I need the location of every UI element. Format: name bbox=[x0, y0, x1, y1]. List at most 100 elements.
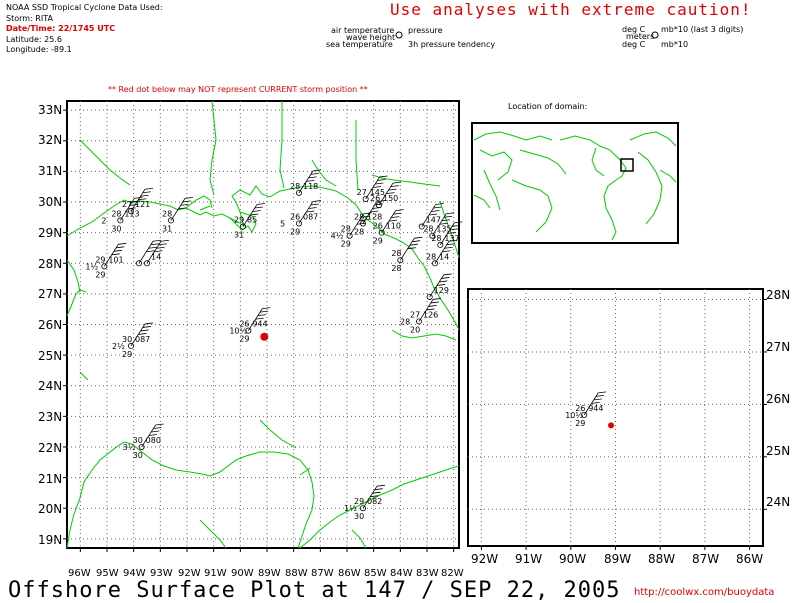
lon-label: 83W bbox=[416, 568, 439, 579]
storm-name: Storm: RITA bbox=[6, 14, 53, 23]
wind-barb bbox=[130, 323, 146, 347]
station-pressure: 14 bbox=[151, 252, 161, 261]
station-pressure: 944 bbox=[588, 404, 603, 413]
storm-position-dot bbox=[260, 332, 269, 341]
station-circle bbox=[418, 223, 425, 230]
station-sea-temperature: 29 bbox=[373, 237, 383, 246]
wind-barb-flag bbox=[409, 243, 418, 246]
wind-barb-flag bbox=[361, 215, 370, 218]
zoom-map: 26 944 10½29 bbox=[467, 288, 767, 550]
station-pressure: 944 bbox=[252, 320, 267, 329]
wind-barb bbox=[365, 176, 381, 200]
wind-barb-flag bbox=[395, 209, 404, 212]
inset-title: Location of domain: bbox=[508, 102, 588, 111]
lat-label: 31N bbox=[38, 164, 63, 178]
station-model: 14 bbox=[143, 239, 170, 267]
station-air-temperature: 28 bbox=[111, 209, 121, 218]
station-model: 29 082 1½30 bbox=[344, 484, 386, 521]
wind-barb-flag bbox=[132, 200, 141, 203]
wind-barb-flag bbox=[449, 228, 458, 231]
wind-barb-flag bbox=[444, 215, 453, 218]
wind-barb bbox=[138, 241, 154, 264]
wind-barb-flag bbox=[256, 203, 266, 205]
wind-barb-flag bbox=[412, 240, 421, 243]
station-sea-temperature: 28 bbox=[354, 227, 364, 236]
lat-label: 28N bbox=[38, 257, 63, 271]
station-circle bbox=[397, 257, 404, 264]
station-pressure: 082 bbox=[367, 497, 382, 506]
wind-barb-flag bbox=[154, 250, 163, 253]
station-circle bbox=[378, 229, 385, 236]
station-air-temperature: 29 bbox=[95, 255, 105, 264]
station-model: 147 bbox=[418, 203, 444, 230]
wind-barb-flag bbox=[138, 333, 147, 335]
wind-barb-flag bbox=[138, 198, 147, 201]
station-model: 30 087 2½29 bbox=[112, 322, 154, 359]
wind-barb-flag bbox=[446, 243, 455, 246]
wind-barb-flag bbox=[379, 175, 388, 178]
wind-barb-flag bbox=[308, 207, 317, 209]
wind-barb-flag bbox=[414, 236, 423, 239]
station-air-temperature: 29 bbox=[354, 497, 364, 506]
station-sea-temperature: 29 bbox=[341, 240, 351, 249]
lat-label: 33N bbox=[38, 103, 63, 117]
legend-pressure-tendency: 3h pressure tendency bbox=[408, 40, 496, 49]
wind-barb-flag bbox=[357, 222, 366, 225]
legend-unit-mb: mb*10 (last 3 digits) bbox=[661, 25, 744, 34]
legend-unit-meters: meters bbox=[626, 32, 655, 41]
station-circle bbox=[135, 260, 142, 267]
agency-title: NOAA SSD Tropical Cyclone Data Used: bbox=[6, 3, 163, 12]
station-circle bbox=[239, 223, 246, 230]
wind-barb-flag bbox=[160, 239, 170, 242]
wind-barb-flag bbox=[306, 179, 315, 182]
station-air-temperature: 26 bbox=[575, 404, 585, 413]
lon-label: 92W bbox=[178, 568, 201, 579]
legend-station-circle bbox=[395, 31, 403, 39]
wind-barb-flag bbox=[180, 204, 189, 206]
lon-label: 82W bbox=[441, 568, 464, 579]
wind-barb-flag bbox=[250, 213, 259, 216]
wind-barb bbox=[362, 485, 378, 509]
lat-label: 30N bbox=[38, 195, 63, 209]
lat-label: 26N bbox=[766, 392, 791, 406]
station-circle bbox=[362, 195, 369, 202]
lat-label: 25N bbox=[766, 444, 791, 458]
station-circle bbox=[101, 263, 108, 270]
wind-barb-flag bbox=[370, 210, 379, 213]
main-map-grid bbox=[67, 101, 459, 548]
station-pressure: 110 bbox=[386, 222, 401, 231]
wind-barb-flag bbox=[376, 484, 386, 487]
wind-barb-flag bbox=[312, 200, 322, 202]
lat-label: 22N bbox=[38, 441, 63, 455]
station-wave-height: 10½ bbox=[565, 411, 583, 420]
station-model: 28 31 bbox=[162, 197, 194, 233]
wind-barb-flag bbox=[149, 434, 158, 436]
wind-barb-flag bbox=[262, 307, 271, 310]
station-circle bbox=[426, 293, 433, 300]
wind-barb bbox=[439, 222, 455, 246]
station-sea-temperature: 29 bbox=[122, 350, 132, 359]
station-pressure: 126 bbox=[423, 310, 438, 319]
wind-barb bbox=[242, 204, 258, 227]
wind-barb-flag bbox=[255, 317, 264, 320]
wind-barb bbox=[170, 198, 186, 221]
station-wave-height: 2½ bbox=[112, 342, 125, 351]
lat-label: 24N bbox=[766, 495, 791, 509]
station-pressure: 135 bbox=[436, 225, 451, 234]
source-url-link[interactable]: http://coolwx.com/buoydata bbox=[634, 587, 775, 598]
wind-barb-flag bbox=[142, 191, 151, 194]
wind-barb-flag bbox=[140, 194, 149, 197]
wind-barb-flag bbox=[388, 188, 397, 191]
station-wave-height: 10½ bbox=[229, 327, 247, 336]
wind-barb bbox=[381, 210, 397, 233]
station-wave-height: 2 bbox=[101, 216, 106, 225]
wind-barb bbox=[298, 201, 314, 224]
station-circle bbox=[431, 260, 438, 267]
wind-barb bbox=[434, 241, 450, 264]
wind-barb-flag bbox=[312, 169, 322, 172]
station-circle bbox=[359, 505, 366, 512]
wind-barb-flag bbox=[454, 221, 463, 224]
